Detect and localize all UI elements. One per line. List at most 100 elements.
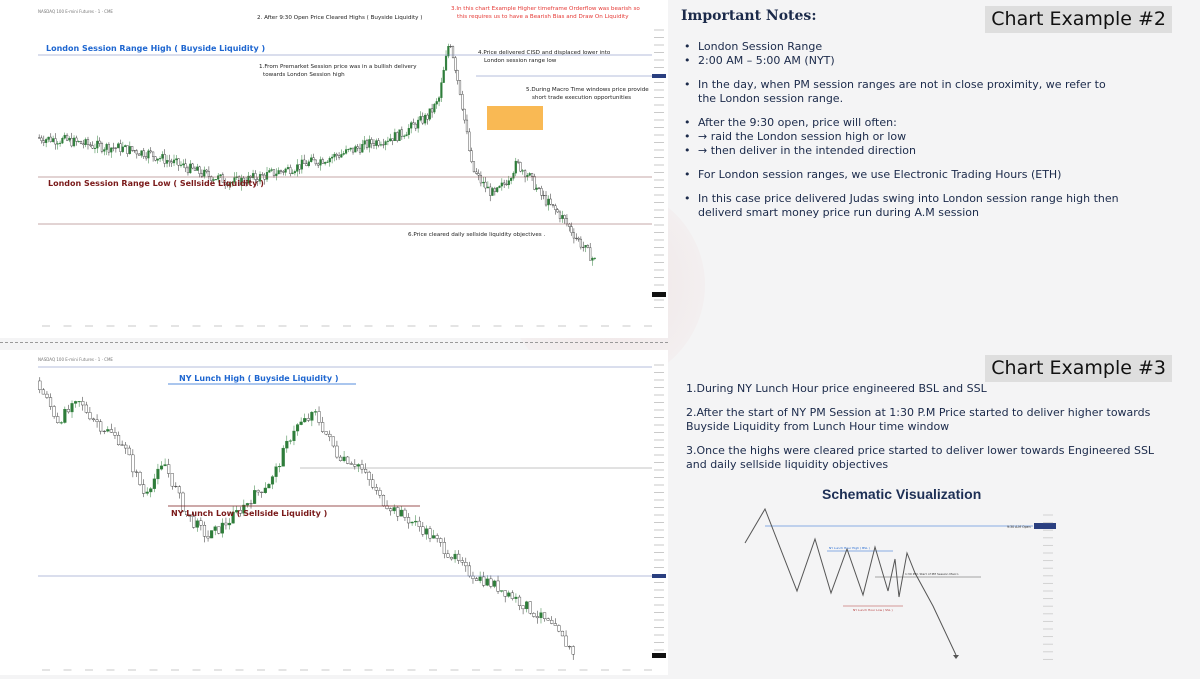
chart2-candle-body <box>98 140 101 144</box>
schematic-chart: 9:30 A.M Open NY Lunch Hour High ( BSL )… <box>744 507 1056 660</box>
chart3-candle-body <box>389 508 393 512</box>
chart3-candle-body <box>242 504 246 514</box>
chart3-candle-body <box>342 456 346 461</box>
chart3-candle-body <box>410 521 414 524</box>
schem-low-label: NY Lunch Hour Low ( SSL ) <box>853 608 893 612</box>
chart2-candle-body <box>203 169 206 177</box>
chart3-candle-body <box>270 476 275 485</box>
chart3-candle-body <box>45 393 49 398</box>
chart2-candle-body <box>570 226 573 233</box>
chart2-candle-body <box>284 168 287 173</box>
step-item: 2.After the start of NY PM Session at 1:… <box>686 406 1151 433</box>
chart2-candle-body <box>89 144 92 146</box>
chart2-candle-body <box>468 131 471 151</box>
chart3-candle-body <box>310 412 314 421</box>
chart2-candle-body <box>335 153 338 156</box>
chart3-candle-body <box>256 490 260 493</box>
chart2-candle-body <box>454 57 457 71</box>
chart2-candle-body <box>68 138 71 141</box>
chart2-candle-body <box>110 147 113 153</box>
chart3-candle-body <box>185 511 189 515</box>
chart3-candle-body <box>417 520 421 527</box>
chart2-candle-body <box>112 147 115 149</box>
note-4a: 4.Price delivered CISD and displaced low… <box>478 50 611 56</box>
chart2-candle-body <box>530 173 534 177</box>
chart2-candle-body <box>338 155 341 158</box>
chart3-candle-body <box>485 578 489 586</box>
chart2-candle-body <box>145 156 148 159</box>
chart3-candle-body <box>267 483 271 489</box>
chart3-candle-body <box>84 404 88 413</box>
chart2-candle-body <box>456 70 459 81</box>
chart3-candle-body <box>349 463 353 465</box>
chart2-candle-body <box>100 143 104 152</box>
chart3-candle-body <box>532 613 536 617</box>
note-4b: London session range low <box>484 58 557 64</box>
notes-title: Important Notes: <box>681 8 817 24</box>
chart2-candle-body <box>472 161 476 173</box>
chart2-candle-body <box>138 153 141 156</box>
note-5a: 5.During Macro Time windows price provid… <box>526 87 649 93</box>
chart2-candle-body <box>45 139 48 143</box>
chart2-candle-body <box>135 150 138 155</box>
london-high-label: London Session Range High ( Buyside Liqu… <box>46 44 265 53</box>
chart2-candle-body <box>277 170 280 175</box>
chart2-candle-body <box>458 80 462 95</box>
chart2-candle-body <box>128 146 131 154</box>
chart3-candle-body <box>449 557 454 560</box>
chart2-candle-body <box>177 158 180 166</box>
chart2-candle-body <box>226 183 229 186</box>
chart3-candle-body <box>56 416 60 423</box>
chart3-candle-body <box>102 430 106 432</box>
chart3-candle-body <box>235 510 239 513</box>
chart2-candle-body <box>440 82 443 98</box>
chart2-candle-body <box>428 108 431 120</box>
chart2-candle-body <box>38 137 41 139</box>
chart2-candle-body <box>270 169 273 171</box>
chart2-candle-body <box>470 150 473 162</box>
chart2-candle-body <box>70 138 73 147</box>
chart3-candle-body <box>192 516 196 528</box>
chart2-candle-body <box>168 160 171 162</box>
chart3-candle-body <box>116 435 121 446</box>
chart2-candle-body <box>510 177 513 181</box>
chart2-candle-body <box>49 136 52 142</box>
chart2-candle-body <box>158 158 162 160</box>
chart2-candle-body <box>368 139 371 148</box>
chart2-candle-body <box>77 141 80 143</box>
chart2-candle-body <box>272 169 276 176</box>
step-item: 1.During NY Lunch Hour price engineered … <box>686 382 987 395</box>
chart2-candle-body <box>524 170 527 178</box>
chart3-candle-body <box>41 389 45 395</box>
chart2-candle-body <box>507 180 510 186</box>
chart3-candle-body <box>374 487 378 491</box>
chart2-candle-body <box>312 157 315 161</box>
chart2-candle-body <box>251 173 255 178</box>
chart3-candle-body <box>428 528 432 539</box>
chart2-candle-body <box>544 195 548 206</box>
chart3-candle-body <box>274 466 278 477</box>
chart3-candle-body <box>181 492 185 512</box>
chart2-candle-body <box>170 161 173 164</box>
chart2-candle-body <box>96 140 99 149</box>
chart2-candle-body <box>268 170 271 173</box>
chart2-candle-body <box>238 176 241 186</box>
chart2-candle-body <box>75 137 78 142</box>
chart2-candle-body <box>265 172 269 180</box>
chart3-candle-body <box>292 430 296 441</box>
chart3-candle-body <box>152 478 156 489</box>
chart2-candle-body <box>410 122 413 129</box>
chart3-candle-body <box>299 421 303 425</box>
chart3-candle-body <box>471 575 475 579</box>
chart3-candle-body <box>457 553 461 561</box>
chart3-candle-body <box>174 485 178 487</box>
chart2-candle-body <box>584 245 587 248</box>
chart2-candle-body <box>558 211 562 219</box>
chart3-candle-body <box>371 479 375 488</box>
chart2-candle-body <box>391 138 394 142</box>
chart3-candle-body <box>156 468 160 480</box>
chart-example-2: NASDAQ 100 E-mini Futures · 1 · CME Lond… <box>0 0 668 338</box>
chart2-candle-body <box>351 147 355 153</box>
chart2-candle-body <box>317 163 320 166</box>
chart3-candle-body <box>124 444 128 449</box>
